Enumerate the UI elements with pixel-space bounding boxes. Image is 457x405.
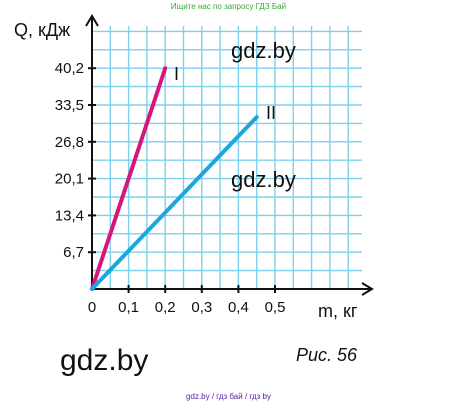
chart-ticks: 0 0,1 0,2 0,3 0,4 0,5 6,7 13,4 20,1 26,8 33,5 40,2: [55, 60, 286, 316]
y-tick-label: 20,1: [55, 171, 84, 188]
x-tick-label: 0,1: [118, 299, 139, 316]
watermark-bottom: gdz.by: [60, 344, 148, 377]
x-axis-label: m, кг: [318, 301, 358, 321]
y-tick-label: 13,4: [55, 207, 84, 224]
x-tick-label: 0,4: [228, 299, 249, 316]
y-tick-label: 6,7: [63, 244, 84, 261]
y-tick-label: 26,8: [55, 134, 84, 151]
watermark-top: gdz.by: [231, 38, 296, 63]
series-label-I: I: [174, 64, 179, 84]
x-axis-arrow: [361, 282, 374, 296]
y-axis-label: Q, кДж: [14, 20, 70, 40]
series-line-I: [90, 66, 168, 291]
x-tick-label: 0,2: [155, 299, 176, 316]
y-tick-label: 40,2: [55, 60, 84, 77]
x-tick-label: 0,3: [191, 299, 212, 316]
x-tick-label: 0,5: [265, 299, 286, 316]
series-line-II: [90, 115, 259, 291]
chart-series: [90, 66, 259, 291]
series-label-II: II: [266, 103, 276, 123]
chart-axes: [85, 14, 374, 296]
y-axis-arrow: [85, 14, 99, 27]
figure-caption: Рис. 56: [296, 345, 358, 365]
footer-note: gdz.by / гдз бай / гдз by: [186, 392, 271, 401]
y-tick-label: 33,5: [55, 97, 84, 114]
watermark-middle: gdz.by: [231, 167, 296, 192]
x-tick-label: 0: [88, 299, 96, 316]
header-note: Ищите нас по запросу ГДЗ Бай: [170, 2, 287, 11]
